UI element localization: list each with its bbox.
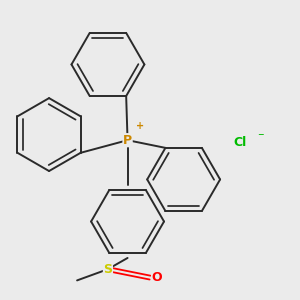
Text: O: O xyxy=(152,271,162,284)
Text: P: P xyxy=(123,134,132,147)
Text: S: S xyxy=(103,263,112,276)
Text: +: + xyxy=(136,121,144,131)
Text: ⁻: ⁻ xyxy=(257,131,264,144)
Text: Cl: Cl xyxy=(233,136,246,149)
